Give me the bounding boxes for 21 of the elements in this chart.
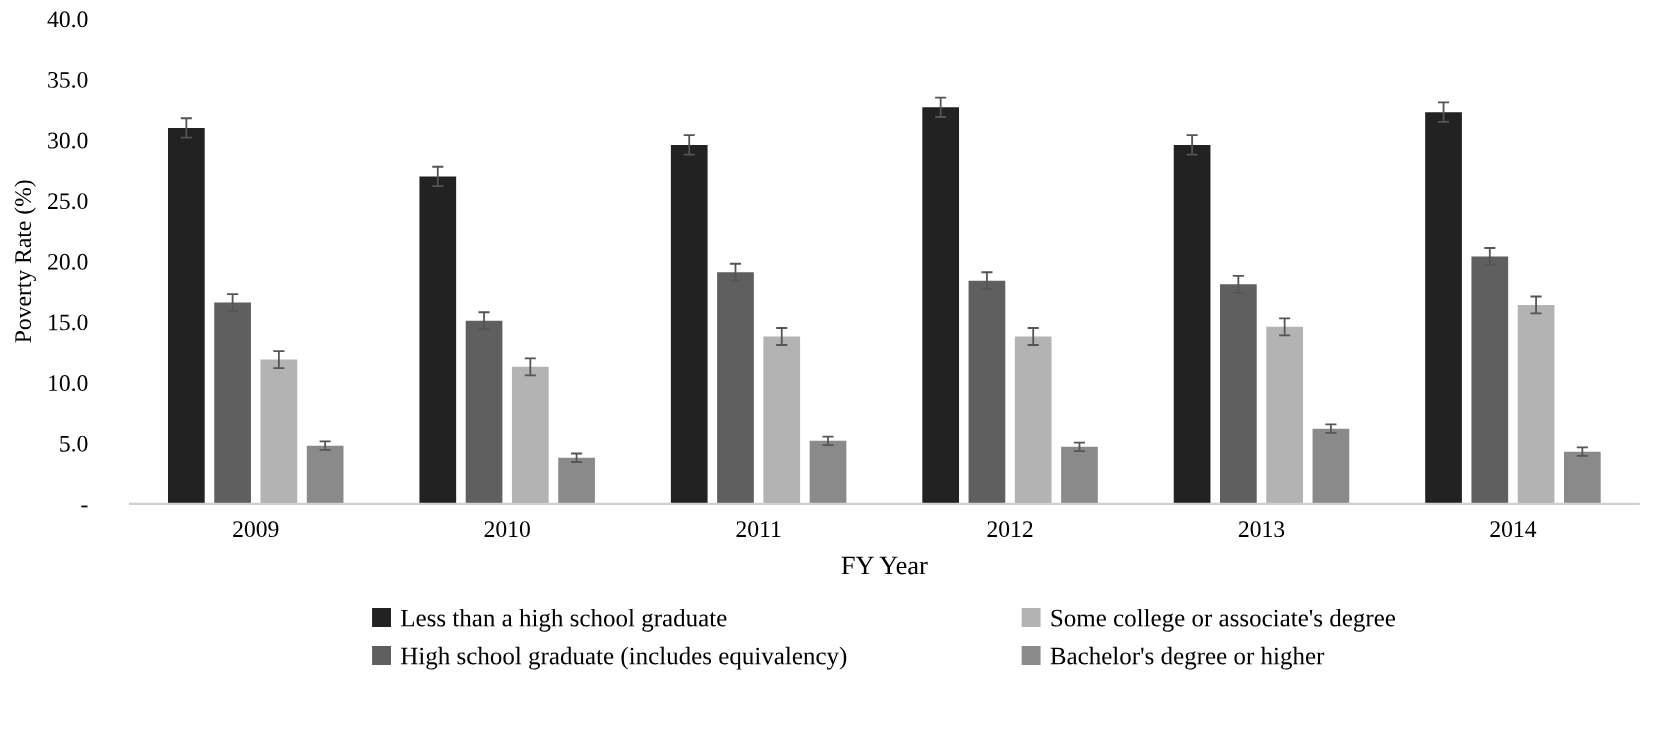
x-tick-label: 2013 (1238, 521, 1285, 538)
x-axis-title: FY Year (841, 556, 928, 575)
y-tick-label: 20.0 (48, 253, 88, 270)
y-tick-label: - (81, 505, 88, 508)
x-tick-label: 2009 (233, 521, 279, 538)
y-tick-label: 40.0 (47, 11, 88, 28)
y-axis-title: Poverty Rate (%) (14, 180, 36, 343)
x-tick-label: 2012 (987, 521, 1033, 538)
legend-label: Bachelor's degree or higher (1050, 646, 1325, 670)
y-tick-label: 10.0 (49, 375, 88, 392)
y-tick-label: 35.0 (48, 71, 88, 88)
x-tick-label: 2014 (1490, 521, 1537, 538)
legend-label: Less than a high school graduate (401, 608, 727, 632)
y-tick-label: 30.0 (48, 132, 88, 149)
x-tick-label: 2010 (484, 521, 530, 538)
y-tick-label: 5.0 (60, 435, 88, 452)
y-tick-label: 15.0 (49, 314, 88, 331)
legend-label: High school graduate (includes equivalency) (401, 646, 847, 670)
legend-label: Some college or associate's degree (1051, 608, 1396, 632)
x-tick-label: 2011 (736, 521, 781, 538)
y-tick-label: 25.0 (48, 193, 88, 210)
